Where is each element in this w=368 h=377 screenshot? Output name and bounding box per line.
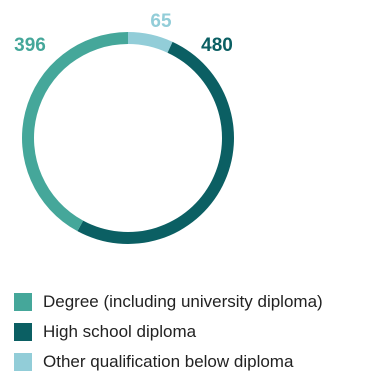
data-label-other: 65 [150, 11, 172, 32]
legend-swatch-high-school [14, 323, 32, 341]
legend-item-degree: Degree (including university diploma) [14, 287, 323, 317]
legend-item-high-school: High school diploma [14, 317, 323, 347]
legend-label-high-school: High school diploma [43, 322, 197, 341]
data-label-degree: 396 [14, 35, 46, 56]
donut-slice-other [128, 32, 173, 53]
donut-chart: 396 480 65 [14, 11, 234, 244]
legend-swatch-other [14, 353, 32, 371]
legend-label-other: Other qualification below diploma [43, 352, 294, 371]
donut-slice-degree [21, 32, 129, 232]
legend-swatch-degree [14, 293, 32, 311]
data-label-high-school: 480 [201, 35, 233, 56]
legend: Degree (including university diploma) Hi… [14, 287, 323, 377]
legend-item-other: Other qualification below diploma [14, 347, 323, 377]
legend-label-degree: Degree (including university diploma) [43, 292, 323, 311]
donut-slice-high-school [77, 41, 234, 244]
